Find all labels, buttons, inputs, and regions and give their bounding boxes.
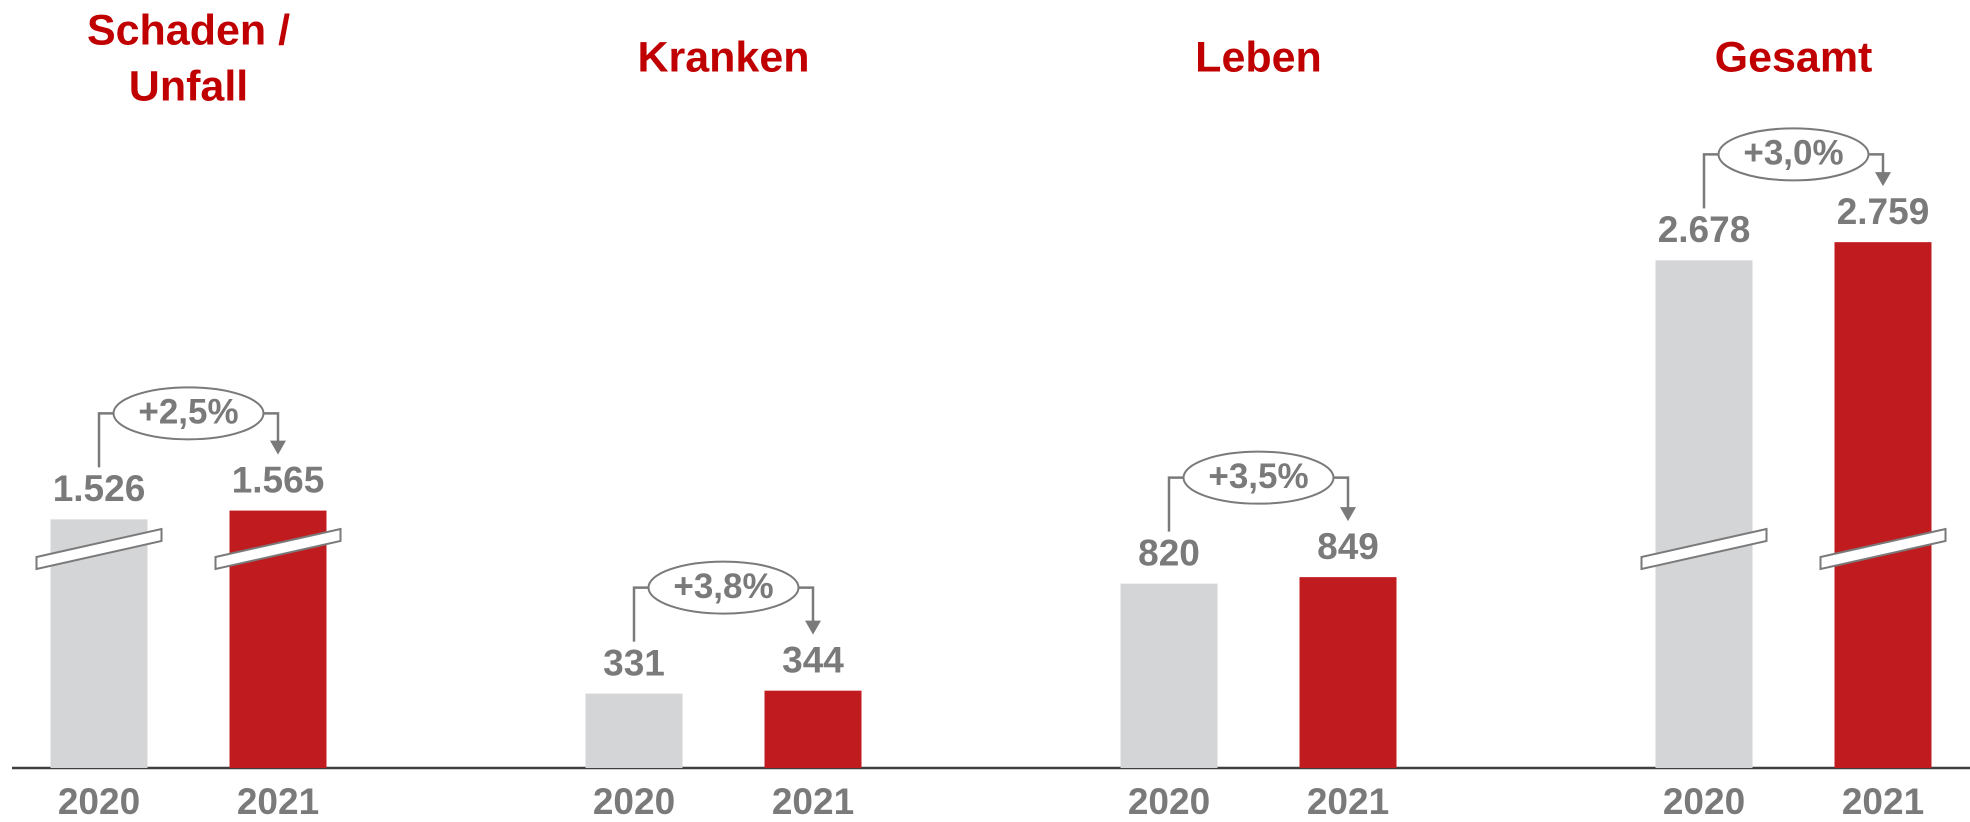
x-tick-label: 2021 [237, 781, 319, 822]
x-tick-label: 2021 [1842, 781, 1924, 822]
group-title: Schaden / [87, 6, 290, 54]
x-tick-label: 2020 [593, 781, 675, 822]
change-bracket [1333, 476, 1350, 510]
value-label: 1.526 [53, 468, 146, 509]
x-tick-label: 2021 [772, 781, 854, 822]
axis-break [1640, 527, 1768, 571]
x-tick-label: 2020 [1128, 781, 1210, 822]
change-label: +2,5% [138, 393, 238, 432]
bar [764, 690, 862, 768]
change-bubble [647, 560, 800, 615]
change-bracket [632, 586, 649, 642]
change-bubble [112, 386, 265, 441]
change-label: +3,0% [1743, 134, 1843, 173]
axis-break [214, 527, 342, 571]
x-tick-label: 2021 [1307, 781, 1389, 822]
change-bracket [1868, 153, 1885, 175]
value-label: 2.678 [1658, 209, 1751, 250]
x-tick-label: 2020 [58, 781, 140, 822]
x-tick-label: 2020 [1663, 781, 1745, 822]
change-bracket [263, 412, 280, 443]
bar [1655, 260, 1753, 768]
group-title: Gesamt [1715, 33, 1873, 81]
value-label: 849 [1317, 526, 1379, 567]
change-label: +3,5% [1208, 457, 1308, 496]
axis-break [1819, 527, 1947, 571]
value-label: 344 [782, 639, 844, 680]
group-title: Unfall [129, 62, 248, 110]
bar [1834, 242, 1932, 768]
group-title: Leben [1195, 33, 1322, 81]
change-label: +3,8% [673, 567, 773, 606]
value-label: 820 [1138, 532, 1200, 573]
value-label: 2.759 [1837, 191, 1930, 232]
change-arrow [270, 440, 286, 455]
change-bracket [798, 586, 815, 623]
change-bubble [1717, 127, 1870, 182]
bar [1120, 583, 1218, 768]
change-bracket [97, 412, 114, 468]
value-label: 331 [603, 642, 665, 683]
bar [585, 693, 683, 768]
change-bubble [1182, 450, 1335, 505]
value-label: 1.565 [232, 459, 325, 500]
change-arrow [1340, 507, 1356, 522]
axis-break [35, 527, 163, 571]
change-bracket [1167, 476, 1184, 532]
bar [1299, 577, 1397, 768]
change-arrow [1875, 172, 1891, 187]
change-bracket [1702, 153, 1719, 209]
group-title: Kranken [637, 33, 809, 81]
change-arrow [805, 620, 821, 635]
